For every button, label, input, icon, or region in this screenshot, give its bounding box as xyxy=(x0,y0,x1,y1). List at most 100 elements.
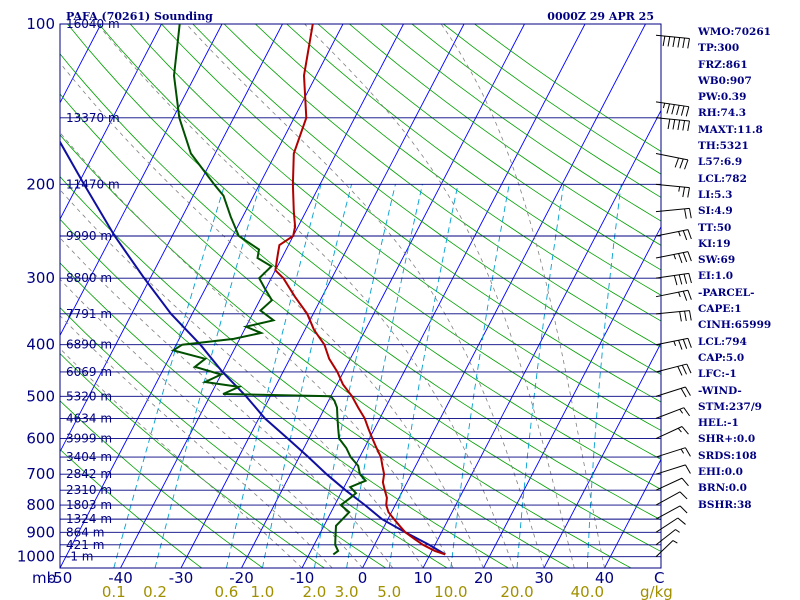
wind-barb-flag xyxy=(667,119,671,130)
wind-barb-staff xyxy=(655,34,690,40)
dry-adiabat-line xyxy=(286,24,661,296)
index-item: HEL:-1 xyxy=(698,417,739,430)
wind-barb xyxy=(655,540,678,558)
mixing-ratio-line xyxy=(516,184,565,568)
index-item: LCL:794 xyxy=(698,335,747,348)
mixing-ratio-label: 0.1 xyxy=(102,583,126,600)
wind-barb-flag xyxy=(681,477,689,487)
height-label: 3404 m xyxy=(66,450,112,464)
wind-barb xyxy=(655,34,690,49)
index-item: PW:0.39 xyxy=(698,91,747,104)
wind-barb-staff xyxy=(655,289,689,298)
wind-barb-flag xyxy=(685,464,691,474)
sounding-traces xyxy=(60,24,446,556)
wind-barb-staff xyxy=(655,117,690,122)
index-item: LI:5.3 xyxy=(698,188,733,201)
wind-barb-staff xyxy=(655,540,674,558)
temperature-trace xyxy=(274,24,446,556)
pressure-tick-label: 300 xyxy=(26,269,55,287)
wind-barb-staff xyxy=(655,337,689,346)
wind-barb-flag xyxy=(683,407,690,417)
temperature-tick-label: 30 xyxy=(534,569,553,587)
index-item: MAXT:11.8 xyxy=(698,123,763,136)
temperature-tick-label: -10 xyxy=(290,569,315,587)
wind-barb-staff xyxy=(655,464,686,475)
index-item: TP:300 xyxy=(698,42,740,55)
moist-adiabat-line xyxy=(60,62,484,568)
wind-barb-flag xyxy=(684,159,689,170)
dry-adiabat-line xyxy=(60,53,661,521)
isotherm-line xyxy=(422,109,661,568)
index-item: LFC:-1 xyxy=(698,368,737,381)
wind-barb xyxy=(655,529,680,546)
index-item: SI:4.9 xyxy=(698,205,733,218)
isotherm-line xyxy=(60,24,162,221)
wind-barb-staff xyxy=(655,529,676,546)
wind-barb-staff xyxy=(655,363,687,373)
pressure-tick-label: 800 xyxy=(26,496,55,514)
wind-barb-staff xyxy=(655,477,683,491)
wind-barb xyxy=(655,207,692,219)
wind-barb xyxy=(655,477,689,491)
temperature-unit-label: C xyxy=(654,569,664,587)
dry-adiabat-line xyxy=(223,24,661,348)
wind-barb-staff xyxy=(655,251,689,259)
isotherm-line xyxy=(60,24,223,337)
wind-barb-half xyxy=(675,529,680,533)
index-item: SHR+:0.0 xyxy=(698,433,756,446)
height-label: 864 m xyxy=(66,525,104,539)
isotherm-line xyxy=(60,24,283,453)
wind-barb xyxy=(655,101,690,117)
wind-barb xyxy=(655,491,688,506)
height-label: 8800 m xyxy=(66,271,112,285)
mixing-ratio-label: 0.6 xyxy=(214,583,238,600)
temperature-tick-label: -30 xyxy=(169,569,194,587)
height-label: 7791 m xyxy=(66,307,112,321)
height-label: 2310 m xyxy=(66,483,112,497)
wind-barb xyxy=(655,337,692,350)
height-label: 1803 m xyxy=(66,498,112,512)
index-item: TT:50 xyxy=(698,221,732,234)
mixing-ratio-label: 40.0 xyxy=(571,583,604,600)
wind-barb-staff xyxy=(655,386,686,397)
dry-adiabat-line xyxy=(192,24,661,375)
dry-adiabat-line xyxy=(60,176,570,568)
wind-barb-staff xyxy=(655,407,685,419)
isotherm-line xyxy=(362,24,646,568)
index-item: WMO:70261 xyxy=(698,26,771,38)
height-label: 6069 m xyxy=(66,365,112,379)
wind-barb-flag xyxy=(667,36,671,47)
index-item: CINH:65999 xyxy=(698,319,772,332)
wind-barb-flag xyxy=(681,365,687,375)
mixing-ratio-line xyxy=(313,184,396,568)
wind-barb-half xyxy=(679,408,684,414)
height-label: 9990 m xyxy=(66,229,112,243)
wind-barb-flag xyxy=(685,106,690,117)
wind-barb-staff xyxy=(655,517,679,533)
dry-adiabat-line xyxy=(255,24,661,322)
dry-adiabat-line xyxy=(161,24,661,403)
wind-barb-flag xyxy=(662,36,666,47)
isotherm-line xyxy=(604,458,661,568)
pressure-tick-label: 1000 xyxy=(17,548,55,566)
wind-barb-staff xyxy=(655,152,689,161)
dry-adiabat-line xyxy=(60,93,661,552)
wind-barb-flag xyxy=(682,120,686,131)
dry-adiabat-line xyxy=(129,24,661,431)
wind-barb-staff xyxy=(655,491,681,506)
wind-barb-flag xyxy=(666,103,671,114)
index-item: EHI:0.0 xyxy=(698,466,743,479)
temperature-tick-label: -40 xyxy=(108,569,133,587)
dry-adiabat-line xyxy=(60,218,509,568)
mixing-ratio-line xyxy=(586,184,622,568)
wind-barb-flag xyxy=(682,37,686,48)
pressure-tick-label: 600 xyxy=(26,430,55,448)
wind-barb-flag xyxy=(679,491,688,500)
wind-barbs xyxy=(655,34,692,558)
height-label: 1324 m xyxy=(66,512,112,526)
mixing-ratio-line xyxy=(113,184,226,568)
mixing-ratio-line xyxy=(225,184,322,568)
dry-adiabat-line xyxy=(60,262,448,568)
dry-adiabat-line xyxy=(98,24,661,460)
